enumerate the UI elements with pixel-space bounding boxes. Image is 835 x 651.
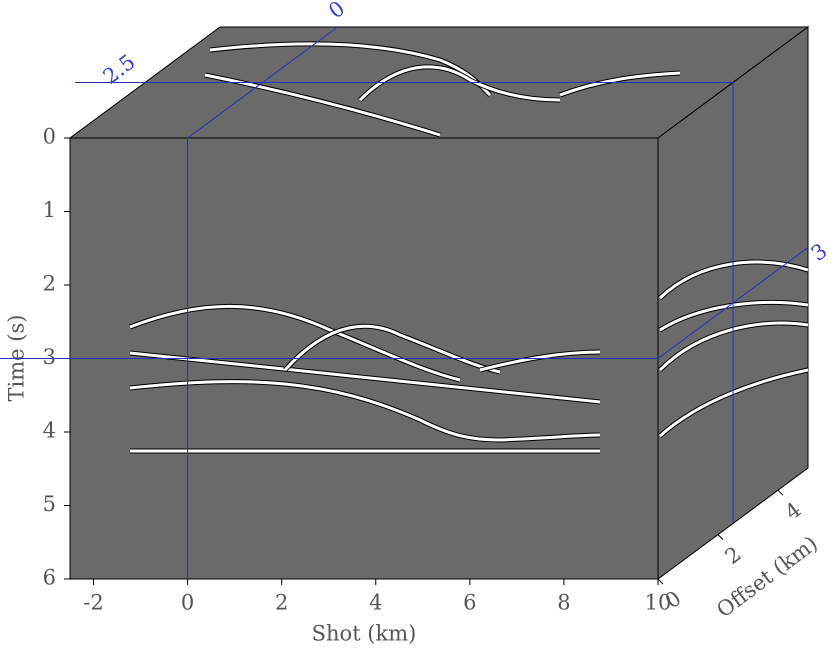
event: [658, 260, 809, 300]
z-tick-label: 2: [721, 542, 746, 569]
seismic-events: [129, 41, 809, 454]
y-tick-label: 6: [43, 566, 56, 590]
x-tick-label: 10: [645, 591, 672, 615]
z-tick: [777, 489, 784, 496]
cube-faces: [68, 26, 810, 580]
x-tick-label: 2: [275, 591, 288, 615]
z-tick: [717, 534, 724, 540]
event: [204, 73, 441, 137]
x-axis-label: Shot (km): [312, 622, 417, 646]
x-tick-label: 4: [369, 591, 382, 615]
z-tick: [657, 578, 664, 585]
event: [283, 324, 501, 374]
event: [358, 65, 561, 102]
y-tick-label: 2: [43, 272, 56, 296]
event: [129, 380, 601, 442]
event: [479, 350, 601, 372]
event: [129, 351, 601, 404]
x-tick-label: 8: [557, 591, 570, 615]
event: [658, 368, 809, 438]
z-tick-label: 4: [781, 497, 806, 524]
event: [129, 304, 461, 382]
slice-x-label: 0: [324, 0, 349, 23]
slice-y-label: 3: [807, 239, 832, 266]
y-tick-label: 0: [43, 125, 56, 149]
y-tick-label: 1: [43, 198, 56, 222]
event: [659, 300, 809, 332]
x-tick-label: -2: [83, 591, 103, 615]
x-tick-label: 0: [181, 591, 194, 615]
y-tick-label: 5: [43, 492, 56, 516]
event: [559, 71, 681, 97]
y-tick-label: 3: [43, 345, 56, 369]
x-tick-label: 6: [463, 591, 476, 615]
event: [658, 321, 809, 372]
y-tick-label: 4: [43, 419, 56, 443]
slice-z-label: 2.5: [99, 50, 140, 89]
